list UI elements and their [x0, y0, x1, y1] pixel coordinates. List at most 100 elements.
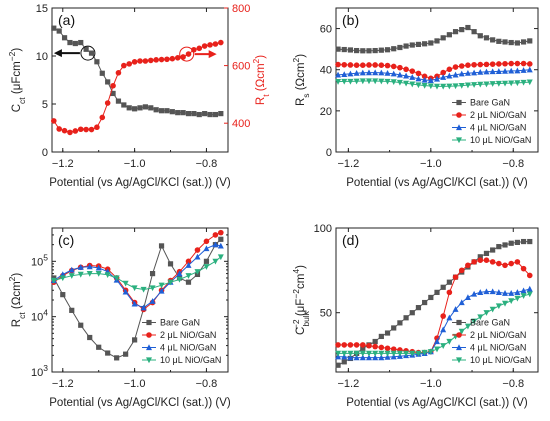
data-point — [61, 35, 68, 41]
x-axis-label: Potential (vs Ag/AgCl/KCl (sat.)) (V) — [49, 177, 231, 189]
data-point — [121, 62, 127, 69]
data-point — [434, 346, 440, 353]
data-point — [353, 354, 360, 361]
legend-entry: Bare GaN — [452, 318, 510, 328]
data-point — [452, 64, 459, 70]
arrow-right-icon — [208, 50, 217, 59]
data-point — [391, 325, 397, 331]
data-point — [415, 41, 422, 48]
x-tick-label: −0.8 — [196, 378, 218, 390]
data-point — [88, 50, 95, 56]
legend-entry: 4 μL NiO/GaN — [142, 343, 216, 353]
data-point — [68, 273, 75, 279]
data-point — [194, 247, 201, 253]
data-point — [149, 298, 156, 304]
ylab-base: C — [11, 104, 23, 112]
x-tick-label: −1.0 — [420, 158, 442, 170]
data-point — [372, 354, 379, 361]
ylab-sup: 2 — [7, 276, 17, 281]
data-point — [158, 243, 165, 249]
data-point — [502, 60, 508, 67]
data-point — [131, 300, 138, 307]
data-point — [359, 62, 366, 68]
data-point — [72, 128, 79, 134]
data-point — [477, 254, 483, 260]
y-tick-label: 5 — [42, 99, 48, 111]
ylab-text: ) — [295, 265, 307, 269]
y-tick-label: 40 — [320, 65, 332, 77]
data-point — [365, 78, 372, 85]
data-point — [465, 62, 471, 68]
data-point — [458, 63, 465, 69]
y-tick-exp: 4 — [43, 308, 48, 318]
data-point — [78, 322, 84, 328]
data-point — [508, 39, 514, 46]
data-point — [489, 81, 496, 87]
data-point — [72, 40, 78, 47]
data-point — [483, 61, 490, 68]
legend-label: Bare GaN — [160, 318, 200, 328]
series-10-l-nio-gan — [50, 254, 224, 293]
data-point — [458, 299, 465, 306]
data-point — [140, 304, 147, 311]
data-point — [212, 111, 219, 118]
data-point — [196, 45, 203, 52]
data-point — [77, 271, 84, 278]
data-point — [191, 111, 197, 117]
data-point — [483, 35, 490, 41]
x-tick-label: −1.2 — [338, 158, 360, 170]
data-point — [359, 342, 366, 348]
data-point — [180, 110, 186, 116]
ylab-text: ) — [255, 55, 267, 59]
data-point — [378, 344, 385, 351]
data-point — [520, 265, 527, 272]
data-point — [446, 279, 452, 285]
legend-label: 2 μL NiO/GaN — [160, 330, 216, 340]
data-point — [218, 111, 224, 117]
y-axis-label: Rs (Ωcm2) — [291, 54, 311, 106]
data-point — [409, 350, 416, 357]
data-point — [105, 79, 111, 85]
y-right-axis-label: Rt (Ωcm2) — [251, 55, 271, 105]
ylab-sup: −2 — [7, 51, 17, 61]
data-point — [140, 286, 147, 293]
data-point — [372, 62, 378, 68]
data-point — [514, 80, 521, 87]
data-point — [440, 313, 446, 319]
data-point — [167, 261, 174, 267]
legend-marker — [146, 332, 152, 338]
y-tick-label: 10 — [36, 51, 48, 63]
data-point — [86, 263, 93, 270]
x-tick-label: −1.2 — [52, 158, 74, 170]
legend-entry: 2 μL NiO/GaN — [452, 330, 526, 340]
series-4-l-nio-gan — [335, 66, 533, 84]
data-point — [347, 70, 354, 77]
data-point — [174, 55, 181, 61]
legend-entry: 4 μL NiO/GaN — [452, 343, 526, 353]
data-point — [427, 77, 434, 84]
data-point — [428, 40, 434, 46]
ylab-text: (Ωcm — [295, 63, 307, 94]
data-point — [365, 69, 372, 76]
data-point — [391, 46, 397, 52]
data-point — [526, 285, 533, 292]
data-point — [434, 338, 440, 345]
ylab-sub: ct — [17, 312, 27, 319]
data-point — [390, 63, 397, 70]
data-point — [396, 79, 403, 86]
data-point — [191, 46, 197, 53]
data-point — [477, 81, 484, 88]
legend-label: 4 μL NiO/GaN — [160, 343, 216, 353]
legend-label: 4 μL NiO/GaN — [470, 123, 526, 133]
ylab-text: ) — [11, 48, 23, 52]
data-point — [88, 126, 95, 133]
data-point — [508, 67, 515, 74]
legend-label: 4 μL NiO/GaN — [470, 343, 526, 353]
data-point — [378, 62, 385, 68]
y-tick-label: 0 — [326, 147, 332, 159]
data-point — [347, 350, 354, 357]
data-point — [495, 68, 502, 74]
data-point — [421, 73, 428, 80]
series-2-l-nio-gan — [335, 60, 533, 82]
